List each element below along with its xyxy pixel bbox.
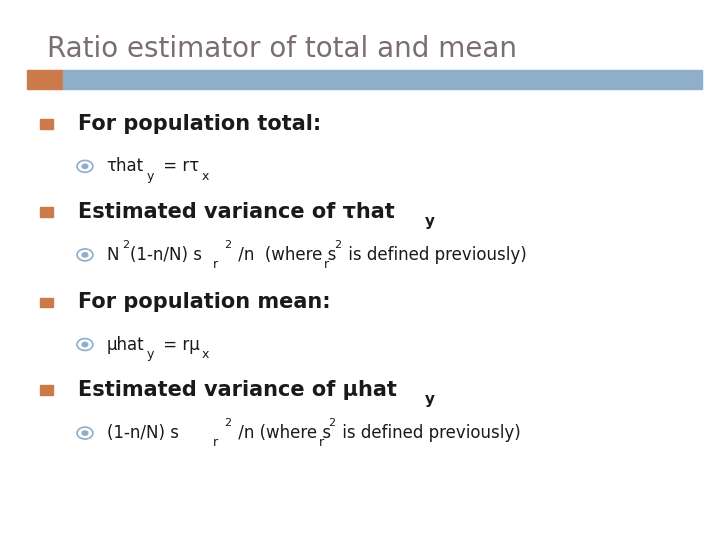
Circle shape: [82, 253, 88, 257]
Text: 2: 2: [334, 240, 341, 250]
Text: For population total:: For population total:: [78, 114, 321, 134]
Circle shape: [77, 427, 93, 439]
Text: 2: 2: [224, 240, 231, 250]
Text: Ratio estimator of total and mean: Ratio estimator of total and mean: [47, 35, 517, 63]
Text: y: y: [146, 348, 153, 361]
Text: Estimated variance of τhat: Estimated variance of τhat: [78, 201, 395, 222]
Text: y: y: [425, 214, 435, 229]
Circle shape: [77, 160, 93, 172]
Text: is defined previously): is defined previously): [337, 424, 521, 442]
Text: y: y: [146, 170, 153, 183]
Bar: [63, 70, 702, 89]
Circle shape: [77, 249, 93, 261]
Text: y: y: [425, 392, 435, 407]
Text: N: N: [107, 246, 119, 264]
Circle shape: [82, 164, 88, 168]
Text: 2: 2: [224, 418, 231, 428]
Text: is defined previously): is defined previously): [343, 246, 526, 264]
Circle shape: [82, 342, 88, 347]
Text: r: r: [213, 436, 218, 449]
Text: x: x: [202, 170, 209, 183]
Text: 2: 2: [122, 240, 130, 250]
Text: r: r: [324, 258, 329, 271]
Bar: [40, 207, 53, 217]
Text: Estimated variance of μhat: Estimated variance of μhat: [78, 380, 397, 400]
Text: For population mean:: For population mean:: [78, 292, 330, 313]
Bar: [40, 119, 53, 129]
Text: r: r: [319, 436, 324, 449]
Text: r: r: [213, 258, 218, 271]
Bar: [40, 385, 53, 395]
Text: 2: 2: [328, 418, 336, 428]
Text: = rμ: = rμ: [158, 335, 200, 354]
Text: /n  (where s: /n (where s: [233, 246, 336, 264]
Circle shape: [82, 431, 88, 435]
Bar: [40, 298, 53, 307]
Text: μhat: μhat: [107, 335, 144, 354]
Circle shape: [77, 339, 93, 350]
Text: = rτ: = rτ: [158, 157, 199, 176]
Text: /n (where s: /n (where s: [233, 424, 330, 442]
Text: (1-n/N) s: (1-n/N) s: [130, 246, 202, 264]
Text: τhat: τhat: [107, 157, 144, 176]
Text: (1-n/N) s: (1-n/N) s: [107, 424, 179, 442]
Bar: [27, 70, 63, 89]
Text: x: x: [202, 348, 209, 361]
